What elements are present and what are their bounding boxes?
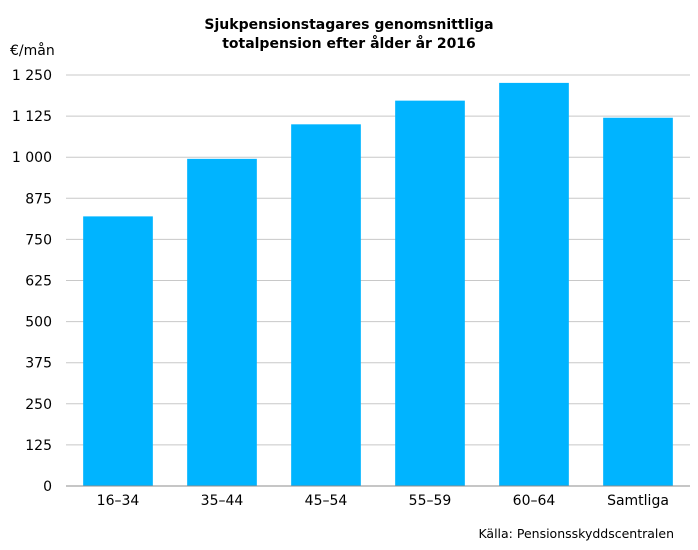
bar <box>603 117 673 486</box>
bar <box>395 100 465 487</box>
y-axis-unit-label: €/mån <box>10 43 55 59</box>
x-tick-label: 55–59 <box>409 493 452 509</box>
y-tick-label: 125 <box>25 438 52 454</box>
x-tick-label: 60–64 <box>513 493 556 509</box>
y-tick-label: 1 250 <box>12 68 52 84</box>
y-tick-label: 1 000 <box>12 150 52 166</box>
chart-title-line-2: totalpension efter ålder år 2016 <box>222 36 476 52</box>
y-tick-label: 375 <box>25 356 52 372</box>
x-tick-label: 16–34 <box>97 493 140 509</box>
bars <box>83 82 673 487</box>
y-tick-label: 1 125 <box>12 109 52 125</box>
y-tick-label: 750 <box>25 232 52 248</box>
x-tick-label: 45–54 <box>305 493 348 509</box>
bar <box>187 158 257 486</box>
gridlines <box>66 74 690 446</box>
bar <box>291 124 361 486</box>
x-tick-label: 35–44 <box>201 493 244 509</box>
chart-title: Sjukpensionstagares genomsnittliga total… <box>0 16 698 54</box>
source-note: Källa: Pensionsskyddscentralen <box>478 526 674 541</box>
bar <box>83 216 153 486</box>
x-tick-label: Samtliga <box>607 493 669 509</box>
y-tick-label: 250 <box>25 397 52 413</box>
chart-title-line-1: Sjukpensionstagares genomsnittliga <box>204 17 494 33</box>
y-tick-label: 625 <box>25 274 52 290</box>
bar <box>499 82 569 486</box>
y-tick-label: 0 <box>43 479 52 495</box>
y-tick-label: 500 <box>25 315 52 331</box>
tick-labels: 0 125 250 375 500 625 750 875 1 000 1 125 1 250 16–… <box>12 68 669 509</box>
y-tick-label: 875 <box>25 191 52 207</box>
